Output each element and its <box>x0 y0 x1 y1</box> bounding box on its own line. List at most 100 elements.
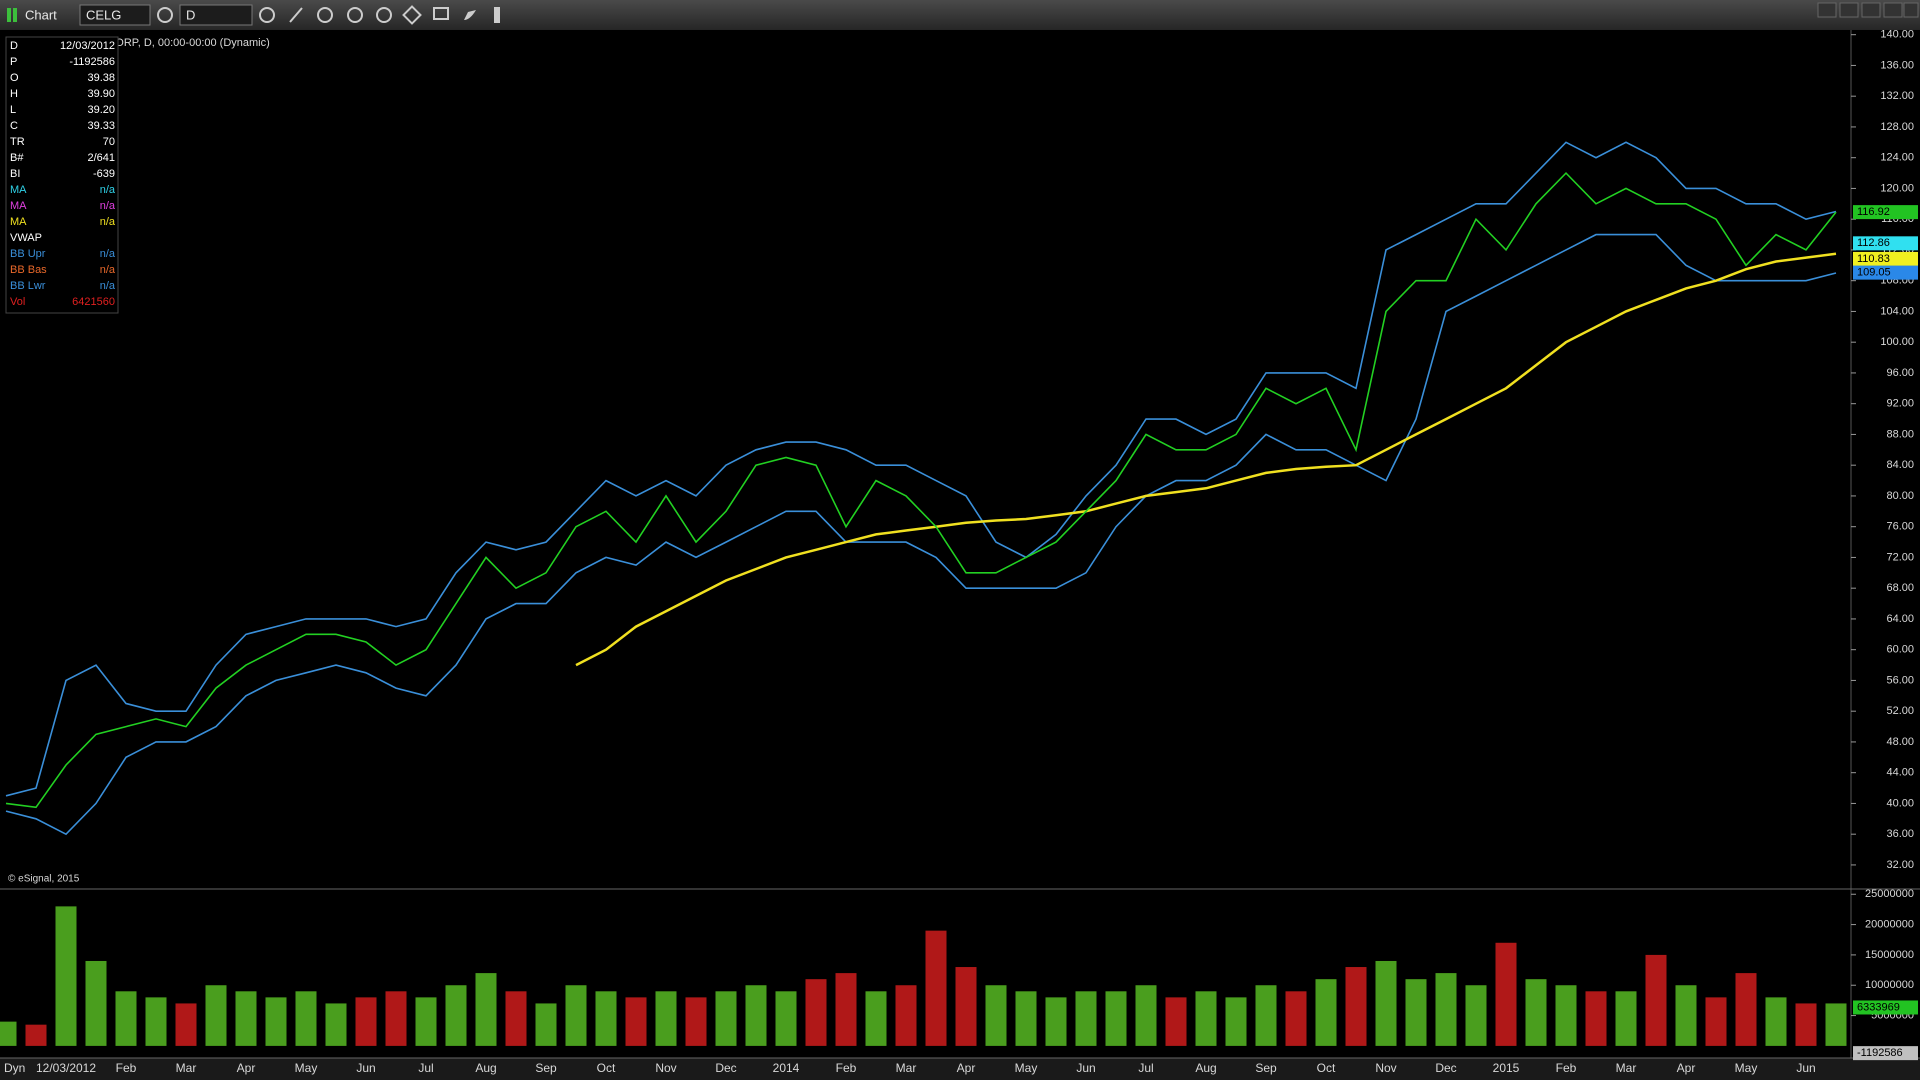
draw-tool[interactable] <box>289 7 303 23</box>
volume-bar <box>1765 997 1787 1046</box>
interval-link[interactable] <box>259 7 275 23</box>
close-button[interactable] <box>1903 2 1919 18</box>
price-tag-label: 6333969 <box>1857 1001 1900 1013</box>
data-window-label: O <box>10 72 19 84</box>
volume-bar <box>775 991 797 1046</box>
volume-bar <box>265 997 287 1046</box>
data-window-value: n/a <box>100 280 116 292</box>
y-tick-label: 36.00 <box>1886 828 1914 840</box>
y-tick-label: 92.00 <box>1886 398 1914 410</box>
refresh-tool[interactable] <box>317 7 333 23</box>
x-tick-label: Sep <box>535 1061 557 1075</box>
y-tick-label: 96.00 <box>1886 367 1914 379</box>
x-tick-label: 2015 <box>1493 1061 1520 1075</box>
volume-bar <box>1165 997 1187 1046</box>
price-tag <box>1853 236 1918 251</box>
price-tag-label: 110.83 <box>1857 253 1890 265</box>
data-window-label: D <box>10 40 18 52</box>
series-line <box>5 233 1837 836</box>
data-window-value: n/a <box>100 264 116 276</box>
maximize-button[interactable] <box>1883 2 1903 18</box>
data-window-label: B# <box>10 152 24 164</box>
volume-bar <box>1345 967 1367 1046</box>
x-tick-label: 2014 <box>773 1061 800 1075</box>
volume-bar <box>1105 991 1127 1046</box>
symbol-box[interactable] <box>79 4 151 26</box>
volume-bar <box>1495 942 1517 1046</box>
x-tick-label: Dec <box>715 1061 736 1075</box>
volume-bar <box>1195 991 1217 1046</box>
x-tick-label: Aug <box>475 1061 496 1075</box>
y-tick-label: 140.00 <box>1880 29 1914 41</box>
volume-bar <box>1405 979 1427 1046</box>
play-tool[interactable] <box>347 7 363 23</box>
price-tag-label: 109.05 <box>1857 267 1891 279</box>
comment-tool[interactable] <box>433 7 449 20</box>
date-bar <box>0 1058 1920 1080</box>
volume-bar <box>0 1021 17 1046</box>
data-window-value: 39.38 <box>87 72 115 84</box>
volume-bar <box>1045 997 1067 1046</box>
y-tick-label: 52.00 <box>1886 705 1914 717</box>
help-button[interactable] <box>1817 2 1837 18</box>
plot: 12/03/2012 Feb Mar Apr May Jun Jul Aug Sep Oct Nov… <box>0 29 1918 1075</box>
y-tick-label: 68.00 <box>1886 582 1914 594</box>
data-window-label: TR <box>10 136 25 148</box>
y-tick-label: 120.00 <box>1880 182 1914 194</box>
volume-bar <box>1645 954 1667 1046</box>
series-line <box>5 171 1837 809</box>
restore-button[interactable] <box>1839 2 1859 18</box>
volume-bar <box>175 1003 197 1046</box>
volume-bar <box>475 973 497 1046</box>
x-tick-label: Feb <box>1556 1061 1577 1075</box>
y-tick-label: 72.00 <box>1886 551 1914 563</box>
x-tick-label: Apr <box>957 1061 976 1075</box>
symbol-link[interactable] <box>157 7 173 23</box>
volume-bar <box>1135 985 1157 1046</box>
data-window-label: VWAP <box>10 232 42 244</box>
symbol[interactable]: CELG <box>86 7 121 22</box>
y-tick-label: 10000000 <box>1865 979 1914 991</box>
x-tick-label: Jul <box>418 1061 433 1075</box>
volume-bar <box>25 1024 47 1046</box>
price-tag <box>1853 1000 1918 1015</box>
price-tag <box>1853 205 1918 220</box>
volume-bar <box>1825 1003 1847 1046</box>
data-window: D 12/03/2012 P -1192586 O 39.38 H 39.90 L 39.20 C 3… <box>5 36 119 314</box>
facebook-button[interactable] <box>494 7 500 23</box>
data-window-value: 39.33 <box>87 120 115 132</box>
volume-bar <box>325 1003 347 1046</box>
volume-bar <box>295 991 317 1046</box>
x-tick-label: Dec <box>1435 1061 1456 1075</box>
mode-label[interactable]: Dyn <box>4 1061 25 1075</box>
data-window-value: n/a <box>100 216 116 228</box>
volume-bar <box>355 997 377 1046</box>
volume-bar <box>1705 997 1727 1046</box>
y-tick-label: 88.00 <box>1886 428 1914 440</box>
data-window-label: MA <box>10 200 27 212</box>
series-line <box>575 252 1837 667</box>
x-tick-label: 12/03/2012 <box>36 1061 96 1075</box>
data-window-value: 2/641 <box>87 152 115 164</box>
y-tick-label: 25000000 <box>1865 888 1914 900</box>
y-tick-label: 56.00 <box>1886 674 1914 686</box>
y-tick-label: 128.00 <box>1880 121 1914 133</box>
volume-bar <box>1795 1003 1817 1046</box>
volume-bar <box>1465 985 1487 1046</box>
window-title: Chart <box>25 7 57 22</box>
zoom-tool[interactable] <box>376 7 392 23</box>
data-window-value: -639 <box>93 168 115 180</box>
tag-tool[interactable] <box>402 5 422 25</box>
volume-bar <box>85 960 107 1046</box>
y-tick-label: 15000000 <box>1865 949 1914 961</box>
volume-bar <box>235 991 257 1046</box>
x-tick-label: Jul <box>1138 1061 1153 1075</box>
interval-box[interactable] <box>179 4 253 26</box>
volume-bar <box>55 906 77 1046</box>
minimize-button[interactable] <box>1861 2 1881 18</box>
volume-bar <box>1735 973 1757 1046</box>
y-tick-label: 84.00 <box>1886 459 1914 471</box>
twitter-button[interactable] <box>464 10 476 20</box>
interval[interactable]: D <box>186 7 195 22</box>
